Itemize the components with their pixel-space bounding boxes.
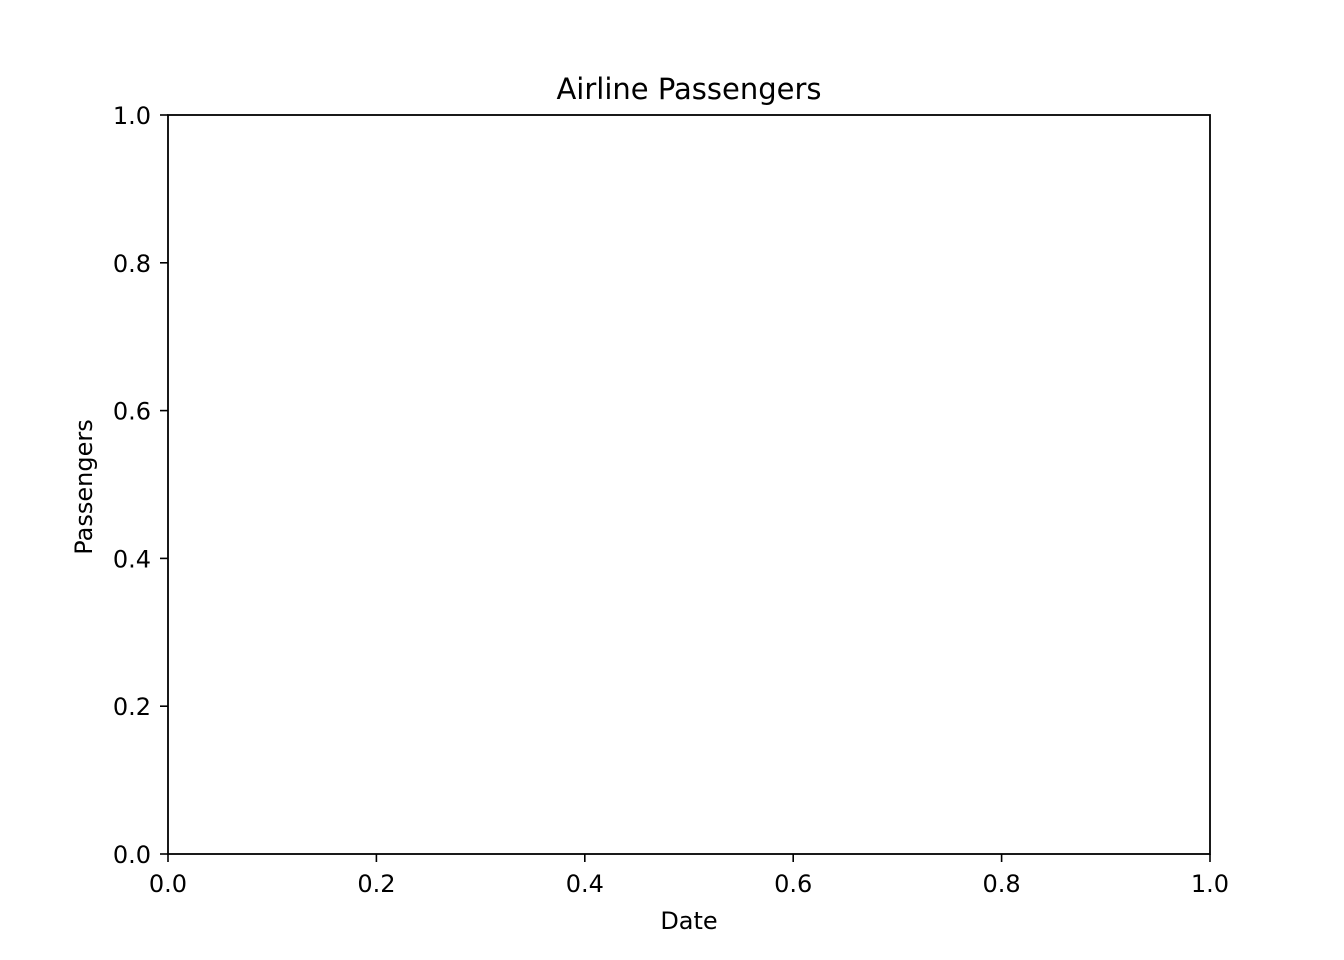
x-tick-label: 0.6 [774,870,812,898]
y-tick-label: 1.0 [113,102,151,130]
x-tick-label: 0.8 [983,870,1021,898]
x-tick-label: 0.0 [149,870,187,898]
x-tick-label: 0.2 [357,870,395,898]
chart-title: Airline Passengers [556,72,821,106]
y-tick-label: 0.4 [113,545,151,573]
y-tick-label: 0.8 [113,250,151,278]
y-tick-label: 0.2 [113,693,151,721]
y-axis-label: Passengers [70,419,98,554]
x-tick-label: 1.0 [1191,870,1229,898]
y-tick-label: 0.0 [113,841,151,869]
x-axis: 0.0 0.2 0.4 0.6 0.8 1.0 [149,854,1229,898]
x-axis-label: Date [660,907,717,935]
y-axis: 0.0 0.2 0.4 0.6 0.8 1.0 [113,102,168,869]
plot-area [167,114,1211,855]
x-tick-label: 0.4 [566,870,604,898]
y-tick-label: 0.6 [113,398,151,426]
